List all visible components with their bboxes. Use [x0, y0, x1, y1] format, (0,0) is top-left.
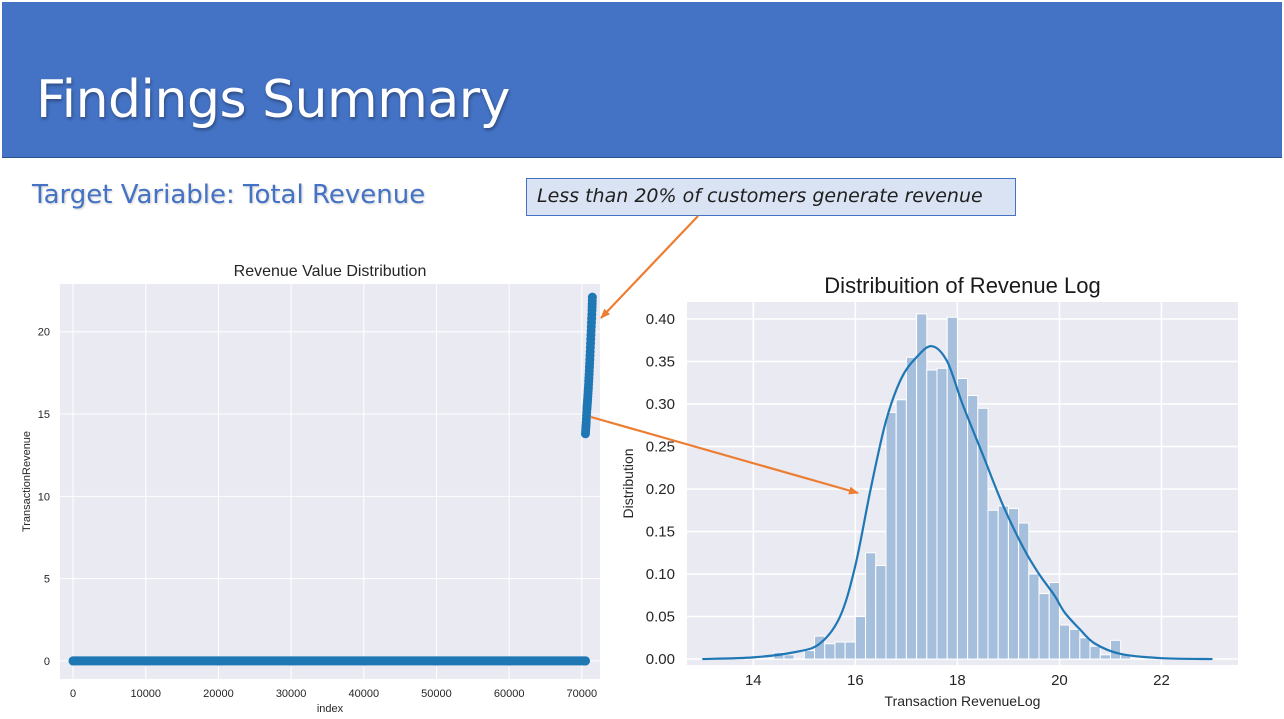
scatter-x-tick-label: 20000 — [203, 688, 234, 700]
histogram-y-label: Distribution — [620, 448, 636, 518]
scatter-x-tick-label: 10000 — [130, 688, 161, 700]
histogram-y-tick-label: 0.00 — [646, 651, 675, 668]
scatter-point — [286, 656, 296, 666]
scatter-y-tick-label: 5 — [44, 574, 50, 586]
scatter-point — [213, 656, 223, 666]
scatter-point — [68, 656, 78, 666]
histogram-y-tick-label: 0.35 — [646, 354, 675, 371]
scatter-point — [359, 656, 369, 666]
callout-box: Less than 20% of customers generate reve… — [526, 178, 1016, 216]
histogram-bar — [1109, 639, 1122, 660]
slide-title: Findings Summary — [36, 70, 510, 130]
histogram-bar — [783, 654, 795, 660]
histogram-x-tick-label: 14 — [745, 672, 762, 689]
histogram-y-tick-label: 0.15 — [646, 524, 675, 541]
scatter-x-tick-label: 30000 — [276, 688, 307, 700]
scatter-y-tick-label: 0 — [44, 656, 50, 668]
scatter-point — [580, 656, 590, 666]
scatter-plot-area — [60, 284, 600, 679]
arrow-to-histogram — [590, 415, 859, 495]
scatter-y-tick-label: 15 — [38, 409, 50, 421]
scatter-point — [587, 292, 597, 302]
scatter-y-label: TransactionRevenue — [21, 431, 33, 532]
scatter-point — [504, 656, 514, 666]
histogram-bar — [1089, 645, 1101, 660]
histogram-x-tick-label: 18 — [949, 672, 966, 689]
scatter-x-tick-label: 50000 — [421, 688, 452, 700]
scatter-y-tick-label: 20 — [38, 327, 50, 339]
scatter-title: Revenue Value Distribution — [234, 263, 427, 280]
scatter-x-tick-label: 0 — [70, 688, 76, 700]
histogram-y-tick-label: 0.05 — [646, 609, 675, 626]
scatter-x-tick-label: 70000 — [567, 688, 598, 700]
histogram-y-tick-label: 0.40 — [646, 311, 675, 328]
scatter-x-tick-label: 60000 — [494, 688, 525, 700]
histogram-y-tick-label: 0.30 — [646, 396, 675, 413]
histogram-title: Distribuition of Revenue Log — [824, 273, 1100, 298]
scatter-point — [431, 656, 441, 666]
histogram-y-tick-label: 0.10 — [646, 566, 675, 583]
histogram-x-tick-label: 20 — [1051, 672, 1068, 689]
arrow-to-scatter — [600, 215, 699, 319]
scatter-y-tick-label: 10 — [38, 491, 50, 503]
slide-subtitle: Target Variable: Total Revenue — [32, 180, 426, 210]
histogram-kde-line — [702, 345, 1213, 661]
histogram-x-label: Transaction RevenueLog — [885, 693, 1041, 709]
histogram-bar — [1048, 582, 1060, 660]
title-bar: Findings Summary — [2, 2, 1282, 158]
scatter-point — [141, 656, 151, 666]
histogram-x-tick-label: 16 — [847, 672, 864, 689]
scatter-x-tick-label: 40000 — [348, 688, 379, 700]
scatter-x-label: index — [317, 703, 344, 715]
histogram-x-tick-label: 22 — [1153, 672, 1170, 689]
histogram-y-tick-label: 0.25 — [646, 439, 675, 456]
histogram-y-tick-label: 0.20 — [646, 481, 675, 498]
